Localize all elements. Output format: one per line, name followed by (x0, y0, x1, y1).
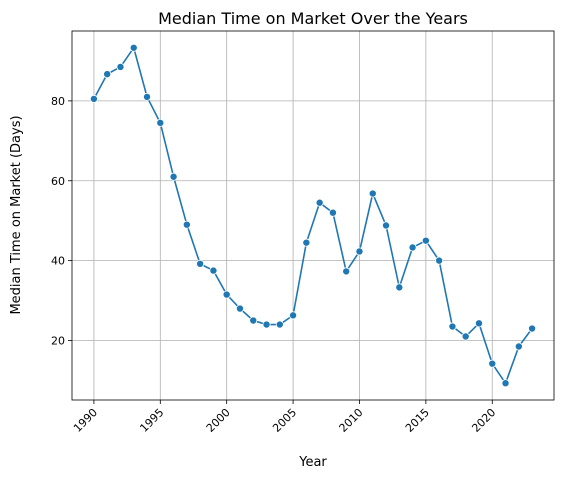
data-point (196, 259, 205, 268)
data-point (514, 342, 523, 351)
x-tick-label: 2015 (403, 406, 432, 435)
data-point (89, 94, 98, 103)
data-point (103, 70, 112, 79)
data-point (275, 320, 284, 329)
data-point (488, 359, 497, 368)
x-tick-label: 2020 (469, 406, 498, 435)
data-point (129, 43, 138, 52)
data-point (262, 320, 271, 329)
chart-title: Median Time on Market Over the Years (158, 9, 468, 28)
x-tick-label: 1990 (71, 406, 100, 435)
y-tick-label: 80 (51, 95, 65, 108)
data-point (421, 236, 430, 245)
x-tick-label: 1995 (137, 406, 166, 435)
series-line (93, 45, 533, 385)
data-point (461, 332, 470, 341)
data-point (408, 243, 417, 252)
data-points (89, 43, 537, 388)
data-point (501, 379, 510, 388)
data-point (395, 283, 404, 292)
x-tick-label: 2010 (337, 406, 366, 435)
data-point (315, 198, 324, 207)
data-point (209, 266, 218, 275)
x-tick-label: 2000 (204, 406, 233, 435)
y-tick-label: 60 (51, 175, 65, 188)
data-point (116, 62, 125, 71)
y-axis-ticks: 20 40 60 80 (51, 95, 72, 347)
data-point (528, 324, 537, 333)
x-axis-label: Year (298, 455, 327, 470)
data-point (342, 267, 351, 276)
data-point (382, 221, 391, 230)
data-point (143, 92, 152, 101)
data-point (474, 319, 483, 328)
data-point (222, 290, 231, 299)
data-point (328, 208, 337, 217)
data-point (249, 316, 258, 325)
x-tick-label: 2005 (270, 406, 299, 435)
data-point (182, 220, 191, 229)
data-point (355, 247, 364, 256)
plot-frame (71, 30, 555, 401)
data-point (435, 256, 444, 265)
data-point (368, 189, 377, 198)
data-point (156, 118, 165, 127)
y-axis-label: Median Time on Market (Days) (9, 115, 24, 314)
data-point (169, 172, 178, 181)
y-tick-label: 40 (51, 255, 65, 268)
data-point (302, 238, 311, 247)
y-tick-label: 20 (51, 334, 65, 347)
x-gridlines (93, 31, 493, 400)
x-axis-ticks: 1990 1995 2000 2005 2010 2015 2020 (71, 400, 498, 435)
y-gridlines (72, 100, 554, 341)
data-point (448, 322, 457, 331)
data-point (289, 311, 298, 320)
data-point (235, 304, 244, 313)
